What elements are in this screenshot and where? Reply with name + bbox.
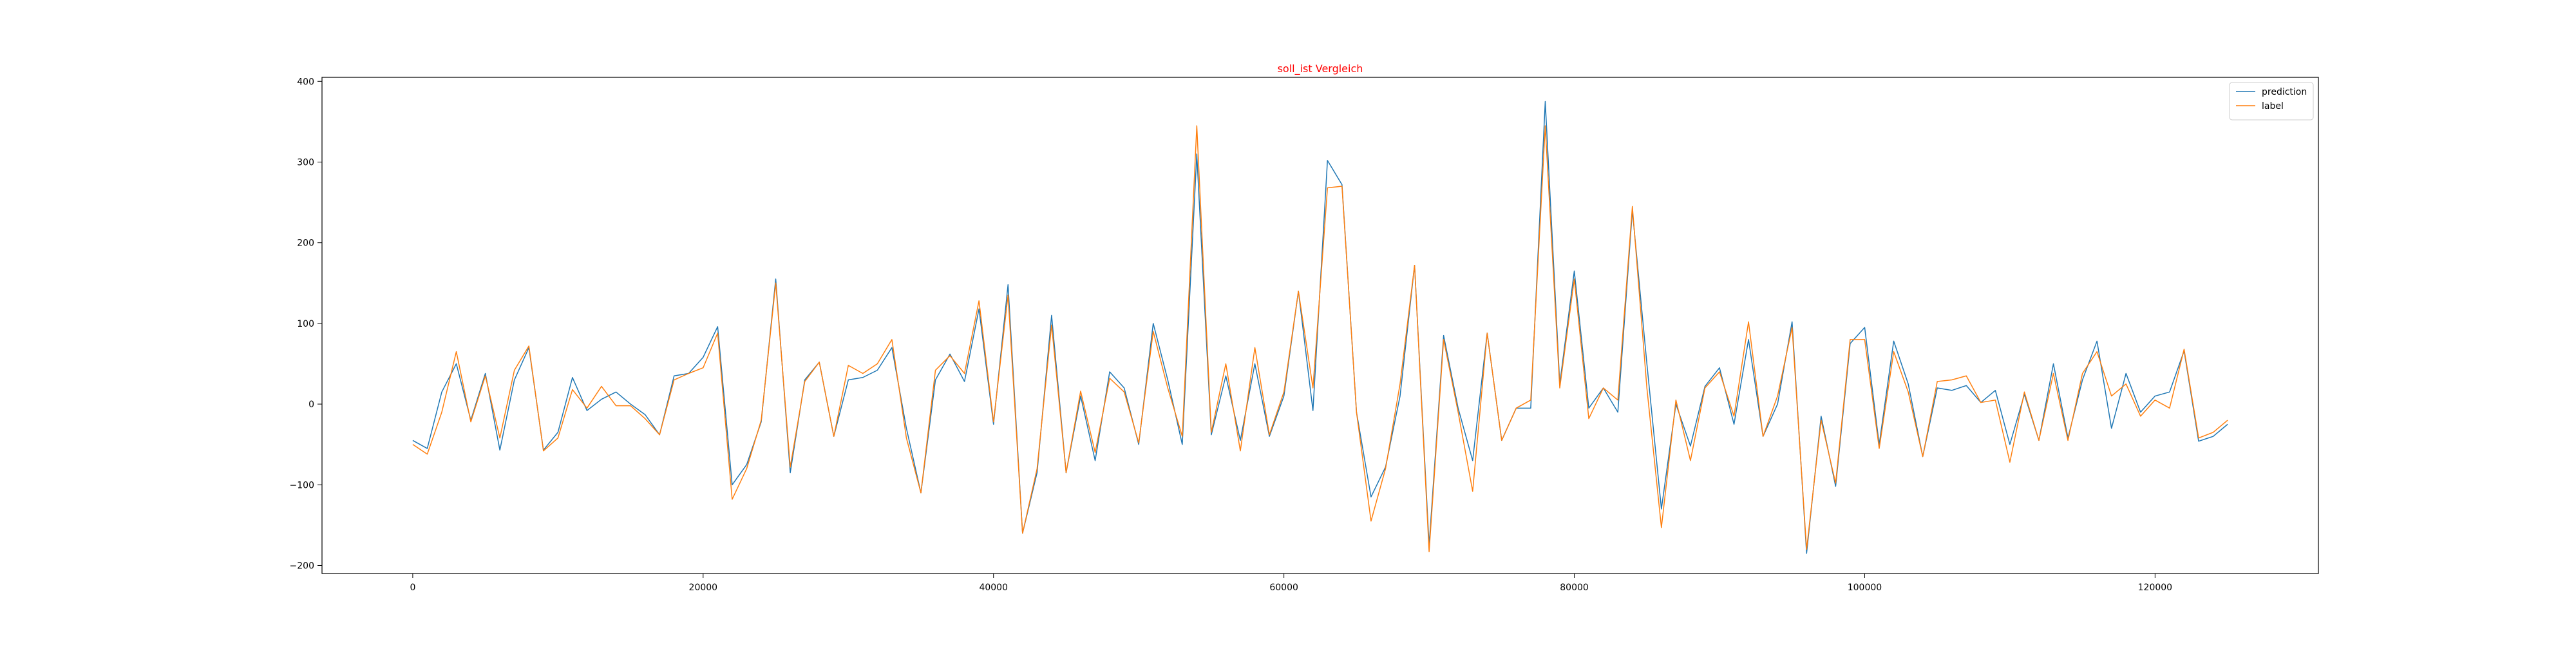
plot-frame	[321, 77, 2319, 574]
y-tick-label: 100	[297, 319, 314, 329]
y-tick-label: 300	[297, 157, 314, 168]
legend-label-prediction: prediction	[2262, 87, 2307, 97]
series-layer	[412, 101, 2228, 554]
y-tick-label: 200	[297, 238, 314, 249]
x-tick-label: 60000	[1269, 583, 1298, 593]
x-tick-label: 120000	[2138, 583, 2172, 593]
x-tick-label: 20000	[689, 583, 718, 593]
series-line-label	[412, 125, 2228, 552]
y-tick-label: 0	[308, 400, 314, 410]
x-tick-label: 0	[410, 583, 415, 593]
y-tick-label: −200	[290, 561, 314, 571]
y-tick-label: 400	[297, 77, 314, 87]
chart-title: soll_ist Vergleich	[1278, 63, 1363, 75]
x-tick-label: 100000	[1848, 583, 1882, 593]
legend: prediction label	[2229, 82, 2314, 121]
x-tick-label: 80000	[1560, 583, 1589, 593]
x-tick-label: 40000	[979, 583, 1008, 593]
y-tick-label: −100	[290, 480, 314, 490]
axes: 0 20000 40000 60000 80000 100000 120000 −200 −10…	[290, 77, 2173, 593]
legend-label-label: label	[2262, 101, 2284, 111]
